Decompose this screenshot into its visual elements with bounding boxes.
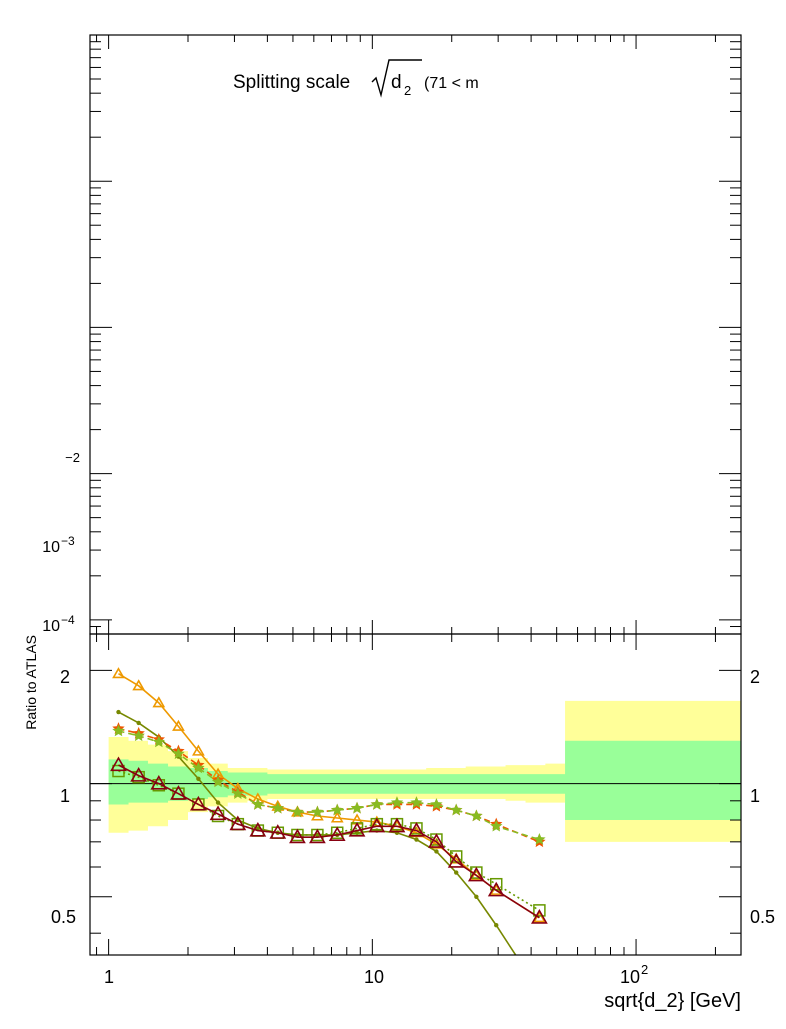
series-marker xyxy=(450,803,463,816)
main-y-tick-1e-2-exponent: −2 xyxy=(65,450,80,465)
series-marker xyxy=(249,821,267,837)
ratio-y-tick-label-right-0-5: 0.5 xyxy=(750,907,775,927)
ratio-y-tick-label-0-5: 0.5 xyxy=(51,907,76,927)
title-suffix: (71 < m xyxy=(424,75,479,92)
main-y-tick-1e-3-mantissa: 10 xyxy=(42,539,60,556)
series-marker xyxy=(370,797,384,810)
series-marker xyxy=(172,747,185,760)
series-marker xyxy=(132,679,146,691)
series-marker xyxy=(470,809,483,822)
series-marker xyxy=(231,787,245,799)
series-marker xyxy=(289,828,306,844)
title-math-subscript: 2 xyxy=(404,83,411,98)
series-line xyxy=(118,730,540,841)
series-marker xyxy=(130,767,148,782)
series-marker xyxy=(132,729,145,742)
uncertainty-bands xyxy=(108,700,741,842)
series-marker xyxy=(531,909,548,924)
series-marker xyxy=(447,853,465,868)
ratio-panel-frame xyxy=(89,633,742,956)
ratio-y-tick-label-right-2: 2 xyxy=(750,667,760,687)
main-y-tick-1e-3-exponent: −3 xyxy=(61,534,75,548)
series-marker xyxy=(251,797,265,810)
series-marker xyxy=(350,801,364,814)
series-marker xyxy=(112,724,125,737)
series-marker xyxy=(487,881,505,897)
x-tick-label-1: 1 xyxy=(104,967,114,987)
series-marker xyxy=(330,811,344,823)
series-marker xyxy=(430,797,443,810)
x-tick-label-100-exponent: 2 xyxy=(641,962,648,977)
main-axis-ticks xyxy=(90,34,741,635)
series-marker xyxy=(533,911,546,923)
series-marker xyxy=(428,833,445,848)
series-marker xyxy=(291,805,304,818)
ratio-axis-ticks xyxy=(90,634,741,955)
series-marker xyxy=(112,667,125,679)
series-marker xyxy=(490,819,503,832)
series-marker xyxy=(348,821,366,837)
ratio-series-5 xyxy=(110,756,548,924)
main-title: Splitting scale xyxy=(233,72,350,93)
series-marker xyxy=(209,805,227,821)
series-marker xyxy=(229,815,247,831)
series-marker xyxy=(390,796,404,808)
main-y-tick-label-1e-3: 10 xyxy=(42,539,60,556)
series-marker xyxy=(388,817,406,833)
series-marker xyxy=(152,735,165,748)
series-marker xyxy=(311,805,324,818)
inner-uncertainty-band xyxy=(108,740,741,821)
series-marker xyxy=(192,761,205,774)
series-marker xyxy=(211,775,225,788)
x-tick-label-10: 10 xyxy=(364,967,384,987)
series-marker xyxy=(533,904,546,917)
x-tick-label-100: 10 xyxy=(620,967,640,987)
series-marker xyxy=(328,826,346,842)
series-marker xyxy=(136,720,141,726)
series-marker xyxy=(467,866,485,882)
series-marker xyxy=(150,774,168,790)
series-marker xyxy=(537,989,541,993)
series-marker xyxy=(414,837,419,842)
series-marker xyxy=(309,828,326,844)
ratio-series-3 xyxy=(112,724,546,845)
title-sqrt-sign xyxy=(371,59,422,98)
series-marker xyxy=(196,776,201,781)
series-marker xyxy=(410,796,423,808)
ratio-series-group xyxy=(110,667,548,993)
series-marker xyxy=(192,744,205,756)
series-marker xyxy=(271,801,284,814)
ratio-y-tick-label-2: 2 xyxy=(60,667,70,687)
series-marker xyxy=(269,824,287,839)
series-marker xyxy=(408,821,425,837)
series-marker xyxy=(172,719,185,731)
series-marker xyxy=(494,923,499,928)
series-marker xyxy=(116,709,121,715)
series-marker xyxy=(533,833,546,845)
series-marker xyxy=(110,756,127,772)
ratio-y-tick-label-right-1: 1 xyxy=(750,786,760,806)
main-y-tick-1e-4-mantissa: 10 xyxy=(42,618,60,635)
ratio-y-axis-label: Ratio to ATLAS xyxy=(23,635,39,730)
main-y-tick-label-1e-4: 10 xyxy=(42,618,60,635)
series-marker xyxy=(152,696,166,708)
x-axis-label: sqrt{d_2} [GeV] xyxy=(604,990,741,1012)
series-marker xyxy=(434,849,439,854)
series-marker xyxy=(474,894,479,899)
series-marker xyxy=(331,803,344,816)
main-panel-frame xyxy=(89,34,742,635)
title-math: d xyxy=(391,72,402,93)
series-marker xyxy=(454,870,459,875)
main-y-tick-1e-4-exponent: −4 xyxy=(61,613,75,627)
series-marker xyxy=(190,795,207,811)
ratio-y-tick-label-1: 1 xyxy=(60,786,70,806)
series-marker xyxy=(170,785,187,800)
main-y-tick-label-1e-2: −2 xyxy=(65,450,80,465)
series-marker xyxy=(368,817,386,833)
series-marker xyxy=(215,800,221,805)
